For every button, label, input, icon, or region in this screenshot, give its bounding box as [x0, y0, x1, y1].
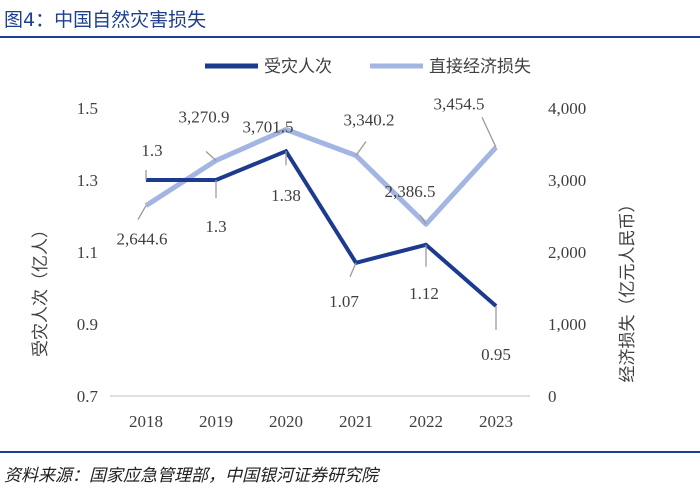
bottom-divider: [0, 451, 700, 453]
y-left-tick-label: 1.5: [77, 99, 98, 118]
line-chart: 受灾人次 直接经济损失 受灾人次（亿人） 经济损失（亿元人民币） 0.7 0.9 1…: [31, 57, 637, 431]
data-label-loss: 3,701.5: [243, 117, 294, 136]
data-label-leader: [419, 214, 427, 225]
legend-label-series-1: 受灾人次: [264, 57, 332, 76]
data-label-affected: 1.07: [329, 292, 359, 311]
top-divider: [0, 36, 700, 38]
series-line-affected-people: [146, 148, 498, 308]
source-note: 资料来源：国家应急管理部，中国银河证券研究院: [4, 466, 378, 486]
data-label-leader: [355, 141, 367, 156]
x-tick-label: 2021: [339, 412, 373, 431]
data-label-affected: 1.3: [141, 141, 162, 160]
chart-legend: 受灾人次 直接经济损失: [205, 57, 531, 76]
x-ticks: 2018 2019 2020 2021 2022 2023: [129, 412, 513, 431]
data-label-affected: 1.12: [409, 284, 439, 303]
series-lines: [144, 127, 498, 308]
y-right-tick-label: 3,000: [548, 171, 586, 190]
data-label-leader: [205, 151, 217, 161]
y-left-tick-label: 1.3: [77, 171, 98, 190]
x-tick-label: 2020: [269, 412, 303, 431]
data-label-leader: [481, 117, 497, 148]
x-tick-label: 2018: [129, 412, 163, 431]
y-right-axis-title: 经济损失（亿元人民币）: [618, 196, 637, 383]
data-label-loss: 2,386.5: [385, 182, 436, 201]
data-label-loss: 2,644.6: [117, 230, 168, 249]
y-right-tick-label: 4,000: [548, 99, 586, 118]
legend-label-series-2: 直接经济损失: [429, 57, 531, 76]
data-label-loss: 3,340.2: [344, 111, 395, 130]
y-left-tick-label: 1.1: [77, 243, 98, 262]
data-label-loss: 3,454.5: [434, 94, 485, 113]
data-label-affected: 1.3: [205, 217, 226, 236]
series-line-economic-loss: [144, 127, 498, 227]
data-label-affected: 0.95: [481, 345, 511, 364]
data-label-leader: [277, 128, 287, 133]
y-left-axis-title: 受灾人次（亿人）: [31, 221, 50, 357]
y-left-tick-label: 0.7: [77, 387, 99, 406]
data-labels: 1.3 1.3 1.38 1.07 1.12 0.95 2,644.6 3,270.9 3,70…: [117, 94, 511, 364]
y-left-tick-label: 0.9: [77, 315, 98, 334]
figure-header: 图4：中国自然灾害损失: [0, 0, 700, 36]
x-tick-label: 2023: [479, 412, 513, 431]
data-label-loss: 3,270.9: [179, 107, 230, 126]
y-right-tick-label: 0: [548, 387, 557, 406]
y-right-tick-label: 1,000: [548, 315, 586, 334]
x-tick-label: 2022: [409, 412, 443, 431]
x-tick-label: 2019: [199, 412, 233, 431]
data-label-affected: 1.38: [271, 186, 301, 205]
data-label-leader: [349, 262, 357, 278]
y-left-ticks: 0.7 0.9 1.1 1.3 1.5: [77, 99, 99, 406]
y-right-ticks: 0 1,000 2,000 3,000 4,000: [548, 99, 586, 406]
y-right-tick-label: 2,000: [548, 243, 586, 262]
figure-title: 图4：中国自然灾害损失: [4, 9, 207, 31]
data-label-leader: [137, 205, 147, 220]
